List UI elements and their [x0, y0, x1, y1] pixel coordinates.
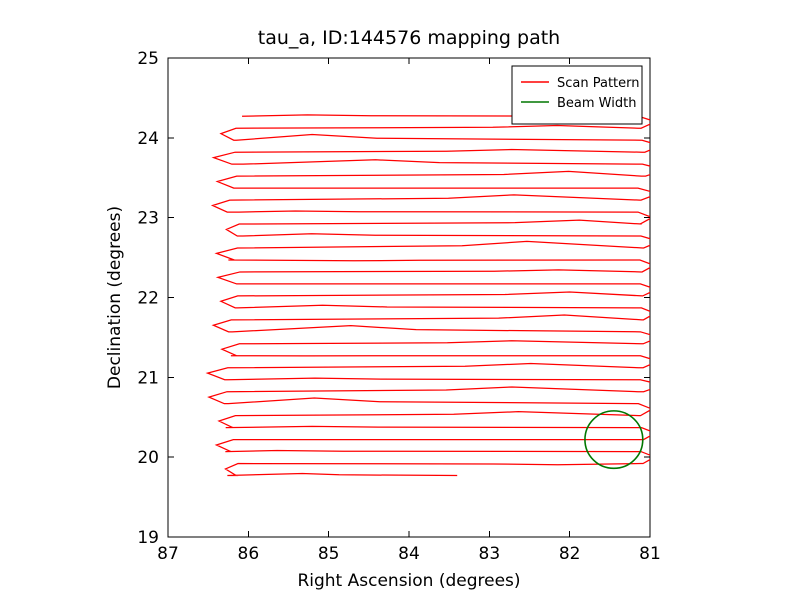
- axes-frame: [167, 57, 651, 538]
- y-tick-label: 20: [137, 448, 159, 468]
- y-axis: 19 20 21 22 23 24 25: [137, 49, 650, 548]
- legend-box: [511, 65, 643, 125]
- scan-pattern-path: [205, 114, 650, 477]
- beam-width-circle: [584, 410, 644, 470]
- x-tick-label: 87: [157, 544, 179, 564]
- legend: Scan Pattern Beam Width: [511, 65, 643, 125]
- x-tick-label: 82: [559, 544, 581, 564]
- y-tick-label: 23: [137, 209, 159, 229]
- chart-title: tau_a, ID:144576 mapping path: [258, 27, 560, 49]
- x-tick-label: 83: [479, 544, 501, 564]
- legend-label-scan-pattern: Scan Pattern: [557, 76, 640, 91]
- data-layer: [205, 114, 650, 477]
- x-axis-title: Right Ascension (degrees): [297, 571, 520, 591]
- y-tick-label: 25: [137, 49, 159, 69]
- x-axis: 87 86 85 84 83 82 81: [157, 58, 661, 564]
- x-tick-label: 84: [398, 544, 420, 564]
- x-tick-label: 85: [318, 544, 340, 564]
- y-tick-label: 22: [137, 289, 159, 309]
- y-tick-label: 24: [137, 129, 159, 149]
- legend-label-beam-width: Beam Width: [557, 96, 636, 111]
- x-tick-label: 86: [238, 544, 260, 564]
- y-tick-label: 19: [137, 528, 159, 548]
- y-axis-title: Declination (degrees): [105, 206, 125, 389]
- y-tick-label: 21: [137, 368, 159, 388]
- x-tick-label: 81: [639, 544, 661, 564]
